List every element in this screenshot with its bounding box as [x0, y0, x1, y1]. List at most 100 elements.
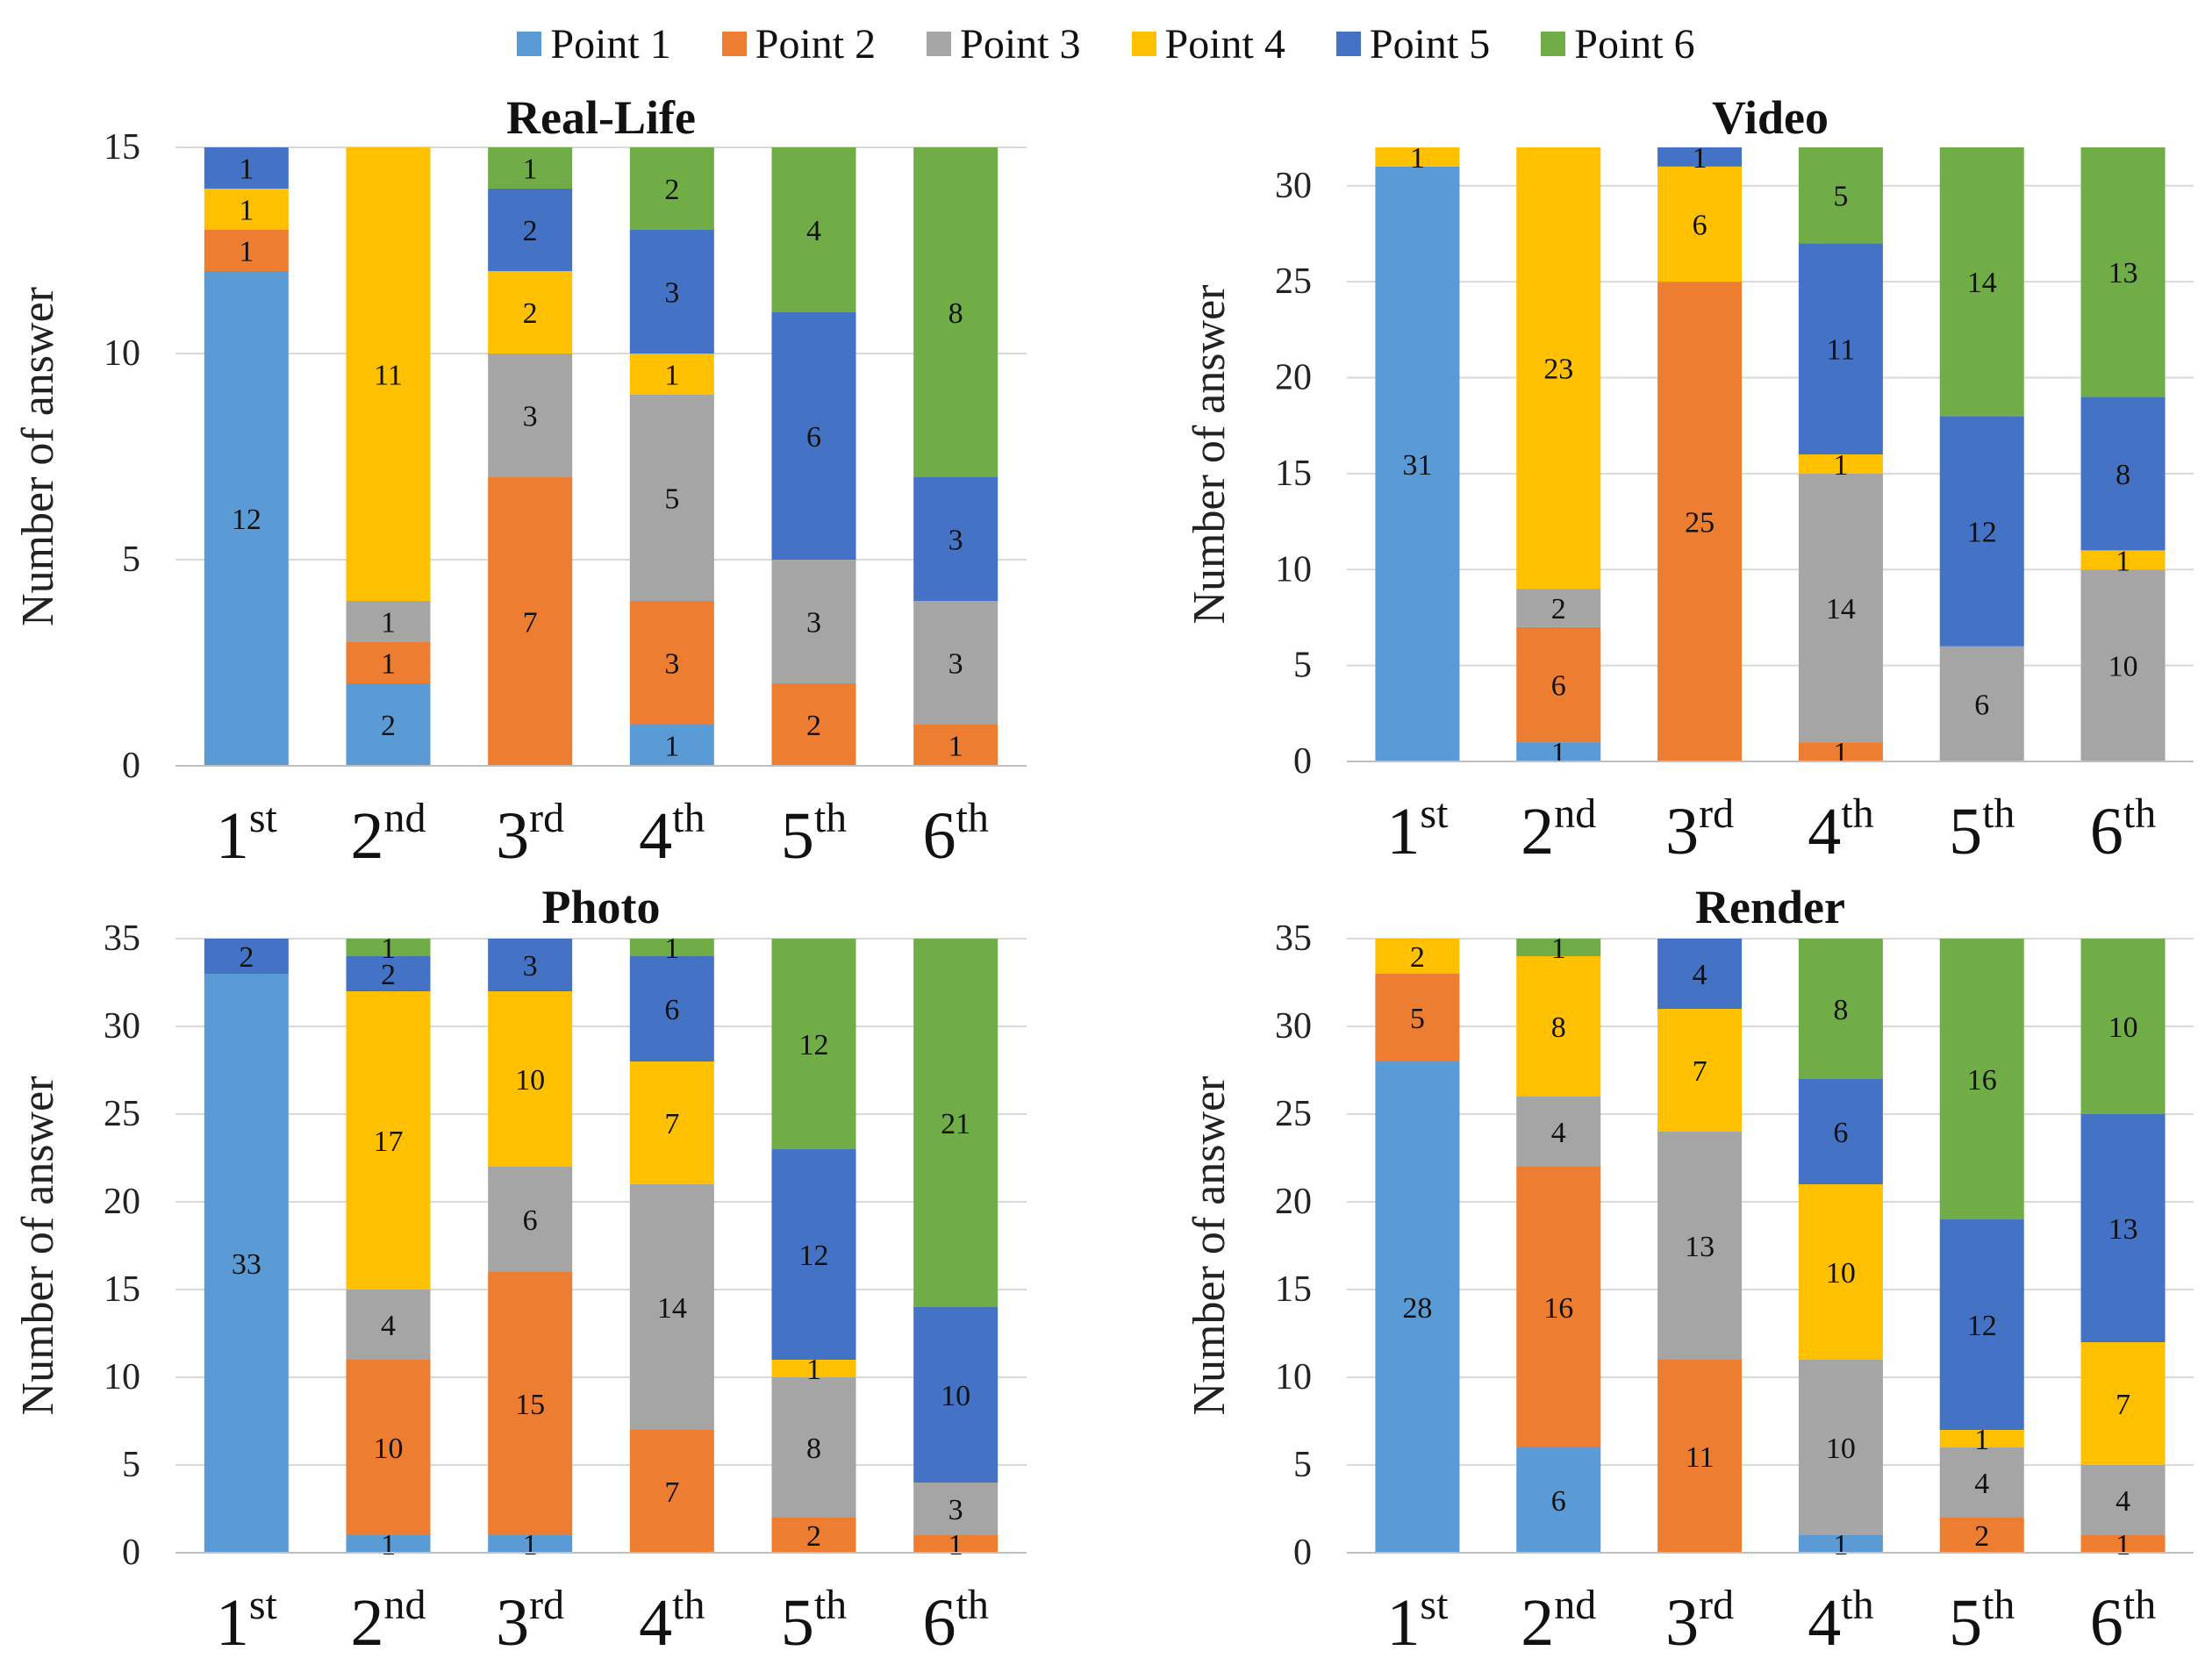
- data-label: 2: [239, 941, 254, 974]
- data-label: 3: [664, 648, 679, 681]
- bar-segment: [1939, 1430, 2024, 1447]
- y-tick-label: 10: [1275, 1357, 1312, 1397]
- y-axis-label: Number of answer: [1185, 1076, 1235, 1416]
- bar-segment: [2080, 147, 2165, 397]
- x-category-base: 2: [1521, 795, 1554, 868]
- data-label: 1: [239, 154, 254, 186]
- data-label: 8: [806, 1433, 821, 1465]
- bar-segment: [771, 560, 856, 683]
- bar-segment: [1798, 473, 1883, 743]
- bar-segment: [488, 991, 573, 1167]
- data-label: 5: [1410, 1003, 1425, 1035]
- x-category-suffix: th: [956, 795, 988, 841]
- x-category-base: 5: [1949, 1586, 1982, 1658]
- data-label: 1: [381, 933, 396, 965]
- x-category-suffix: rd: [1699, 1582, 1734, 1628]
- data-label: 10: [374, 1433, 404, 1465]
- y-tick-label: 30: [1275, 1006, 1312, 1047]
- data-label: 2: [1974, 1520, 1989, 1553]
- bar-segment: [913, 1535, 999, 1553]
- bar-segment: [346, 683, 431, 766]
- y-tick-label: 5: [1293, 1445, 1312, 1485]
- data-label: 6: [664, 994, 679, 1026]
- data-label: 6: [1551, 670, 1566, 703]
- legend-swatch: [1541, 32, 1566, 56]
- data-label: 23: [1543, 354, 1573, 386]
- x-category-label: 5th: [781, 795, 847, 873]
- x-category-base: 1: [216, 799, 249, 873]
- data-label: 25: [1685, 507, 1714, 540]
- x-category-label: 5th: [1949, 790, 2015, 868]
- bar-segment: [771, 939, 856, 1149]
- x-category-label: 5th: [1949, 1582, 2015, 1658]
- x-category-base: 6: [2090, 795, 2123, 868]
- x-category-base: 3: [1665, 1586, 1699, 1658]
- data-label: 3: [949, 648, 963, 681]
- x-category-base: 3: [496, 799, 529, 873]
- x-category-label: 1st: [1386, 1582, 1449, 1658]
- bar-segment: [629, 725, 714, 766]
- bar-segment: [913, 1483, 999, 1535]
- bar-segment: [1939, 147, 2024, 417]
- y-axis-label: Number of answer: [13, 1076, 63, 1416]
- bar-segment: [346, 601, 431, 642]
- bar-segment: [346, 1290, 431, 1360]
- data-label: 33: [232, 1248, 261, 1281]
- y-tick-label: 15: [1275, 454, 1312, 494]
- x-category-base: 2: [351, 1586, 384, 1658]
- x-category-base: 1: [1386, 795, 1420, 868]
- bar-segment: [1375, 147, 1460, 167]
- bar-segment: [913, 1307, 999, 1483]
- bar-segment: [488, 477, 573, 766]
- data-label: 10: [1826, 1257, 1856, 1290]
- bar-segment: [346, 1360, 431, 1535]
- x-category-suffix: th: [1982, 1582, 2015, 1628]
- y-tick-label: 5: [122, 1445, 140, 1485]
- bar-segment: [1516, 626, 1601, 743]
- x-category-base: 1: [1386, 1586, 1420, 1658]
- x-category-suffix: th: [1841, 790, 1873, 837]
- x-category-label: 2nd: [1521, 1582, 1596, 1658]
- x-category-suffix: st: [249, 1582, 278, 1628]
- legend-swatch: [1335, 32, 1361, 56]
- y-tick-label: 35: [1275, 918, 1312, 959]
- x-category-label: 6th: [2090, 790, 2156, 868]
- data-label: 14: [657, 1292, 687, 1325]
- bar-segment: [2080, 1465, 2165, 1535]
- bar-segment: [629, 1184, 714, 1430]
- data-label: 31: [1402, 449, 1432, 482]
- x-category-suffix: th: [2123, 1582, 2156, 1628]
- x-category-label: 6th: [922, 795, 988, 873]
- bar-segment: [1939, 1219, 2024, 1430]
- x-category-suffix: th: [1841, 1582, 1873, 1628]
- data-label: 1: [664, 933, 679, 965]
- data-label: 13: [2108, 257, 2138, 289]
- data-label: 4: [806, 215, 821, 247]
- data-label: 7: [1693, 1055, 1707, 1088]
- bar-segment: [488, 1535, 573, 1553]
- data-label: 8: [949, 297, 963, 330]
- bar-segment: [488, 271, 573, 354]
- bar-segment: [629, 395, 714, 601]
- chart-title: Real-Life: [506, 91, 696, 144]
- data-label: 6: [1974, 689, 1989, 721]
- bar-segment: [346, 939, 431, 956]
- x-category-base: 4: [639, 799, 672, 873]
- bar-segment: [629, 230, 714, 354]
- x-category-suffix: th: [956, 1582, 988, 1628]
- x-category-label: 4th: [1808, 1582, 1873, 1658]
- y-tick-label: 5: [1293, 646, 1312, 686]
- x-category-label: 3rd: [1665, 1582, 1734, 1658]
- bar-segment: [629, 354, 714, 395]
- bar-segment: [1516, 956, 1601, 1097]
- data-label: 4: [1693, 959, 1707, 991]
- data-label: 8: [2115, 459, 2130, 491]
- data-label: 7: [2115, 1389, 2130, 1421]
- x-category-suffix: nd: [1554, 1582, 1596, 1628]
- chart-title: Photo: [542, 881, 661, 933]
- y-tick-label: 10: [104, 333, 140, 374]
- y-tick-label: 25: [104, 1094, 140, 1134]
- x-category-label: 4th: [639, 1582, 705, 1658]
